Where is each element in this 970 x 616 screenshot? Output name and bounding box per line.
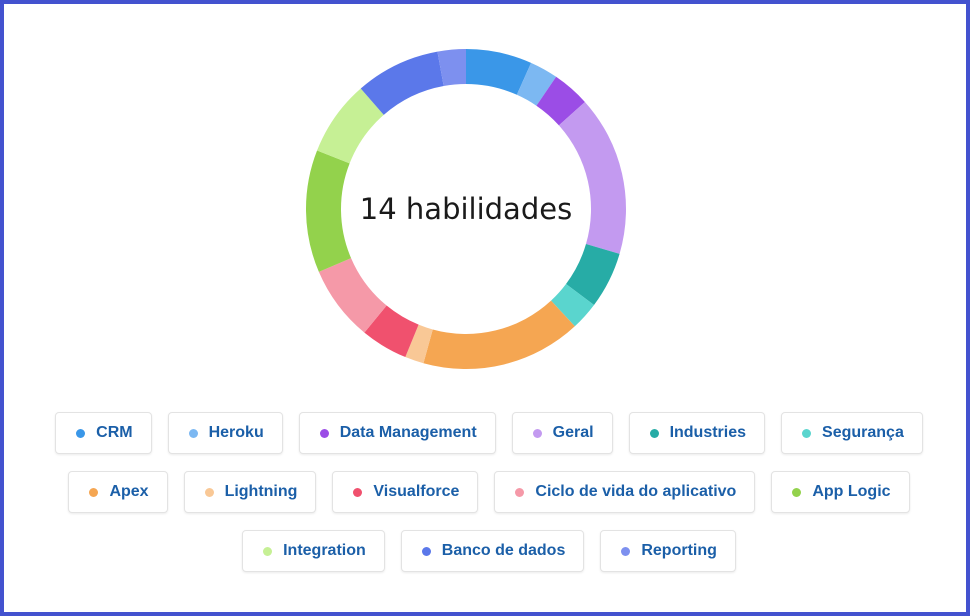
donut-slice-app-logic[interactable]	[306, 150, 352, 272]
legend-label: Data Management	[339, 424, 477, 441]
legend-dot-icon	[319, 428, 329, 438]
donut-slice-crm[interactable]	[466, 49, 532, 95]
legend-dot-icon	[421, 546, 431, 556]
legend-dot-icon	[515, 487, 525, 497]
legend-label: Industries	[669, 424, 747, 441]
legend-item-seguran-a[interactable]: Segurança	[781, 412, 923, 454]
legend-label: App Logic	[812, 483, 891, 500]
donut-slice-reporting[interactable]	[437, 49, 466, 87]
legend-dot-icon	[649, 428, 659, 438]
legend-item-heroku[interactable]: Heroku	[167, 412, 283, 454]
legend-label: Reporting	[641, 542, 717, 559]
legend-item-visualforce[interactable]: Visualforce	[332, 471, 479, 513]
donut-slice-integration[interactable]	[317, 88, 384, 164]
legend-item-banco-de-dados[interactable]: Banco de dados	[400, 530, 585, 572]
legend-item-ciclo-de-vida-do-aplicativo[interactable]: Ciclo de vida do aplicativo	[494, 471, 756, 513]
legend-label: Lightning	[224, 483, 298, 500]
legend-item-lightning[interactable]: Lightning	[183, 471, 317, 513]
donut-slice-ciclo-de-vida-do-aplicativo[interactable]	[318, 258, 387, 333]
legend-label: Integration	[283, 542, 366, 559]
donut-slice-geral[interactable]	[558, 101, 626, 254]
legend-row: Apex Lightning Visualforce Ciclo de vida do…	[4, 471, 970, 515]
legend-item-data-management[interactable]: Data Management	[298, 412, 496, 454]
donut-chart: 14 habilidades	[299, 42, 633, 376]
donut-slice-lightning[interactable]	[405, 324, 433, 364]
donut-slice-data-management[interactable]	[536, 76, 585, 126]
donut-slice-banco-de-dados[interactable]	[360, 51, 444, 115]
legend-label: Segurança	[822, 424, 904, 441]
center-label: 14 habilidades	[359, 192, 573, 226]
legend-dot-icon	[621, 546, 631, 556]
legend-dot-icon	[802, 428, 812, 438]
legend-item-app-logic[interactable]: App Logic	[771, 471, 910, 513]
legend-dot-icon	[188, 428, 198, 438]
donut-slice-industries[interactable]	[566, 244, 620, 305]
legend-dot-icon	[532, 428, 542, 438]
donut-slice-heroku[interactable]	[516, 62, 557, 106]
legend-dot-icon	[792, 487, 802, 497]
legend-item-integration[interactable]: Integration	[242, 530, 385, 572]
legend-label: Geral	[552, 424, 594, 441]
legend-dot-icon	[89, 487, 99, 497]
legend-label: Ciclo de vida do aplicativo	[535, 483, 737, 500]
legend-item-crm[interactable]: CRM	[55, 412, 152, 454]
legend-item-industries[interactable]: Industries	[628, 412, 766, 454]
legend-dot-icon	[353, 487, 363, 497]
donut-svg	[306, 49, 626, 369]
legend-row: Integration Banco de dados Reporting	[4, 530, 970, 574]
legend-dot-icon	[204, 487, 214, 497]
legend: CRM Heroku Data Management Geral Industries S…	[4, 412, 970, 589]
legend-row: CRM Heroku Data Management Geral Industries S…	[4, 412, 970, 456]
legend-item-reporting[interactable]: Reporting	[600, 530, 736, 572]
legend-label: CRM	[96, 424, 133, 441]
legend-item-geral[interactable]: Geral	[511, 412, 613, 454]
donut-slice-seguran-a[interactable]	[551, 283, 595, 327]
legend-item-apex[interactable]: Apex	[68, 471, 168, 513]
donut-slice-apex[interactable]	[423, 300, 575, 369]
legend-label: Apex	[109, 483, 149, 500]
donut-slice-visualforce[interactable]	[364, 305, 419, 358]
legend-label: Heroku	[208, 424, 264, 441]
legend-dot-icon	[263, 546, 273, 556]
legend-label: Visualforce	[373, 483, 460, 500]
legend-dot-icon	[76, 428, 86, 438]
legend-label: Banco de dados	[441, 542, 566, 559]
